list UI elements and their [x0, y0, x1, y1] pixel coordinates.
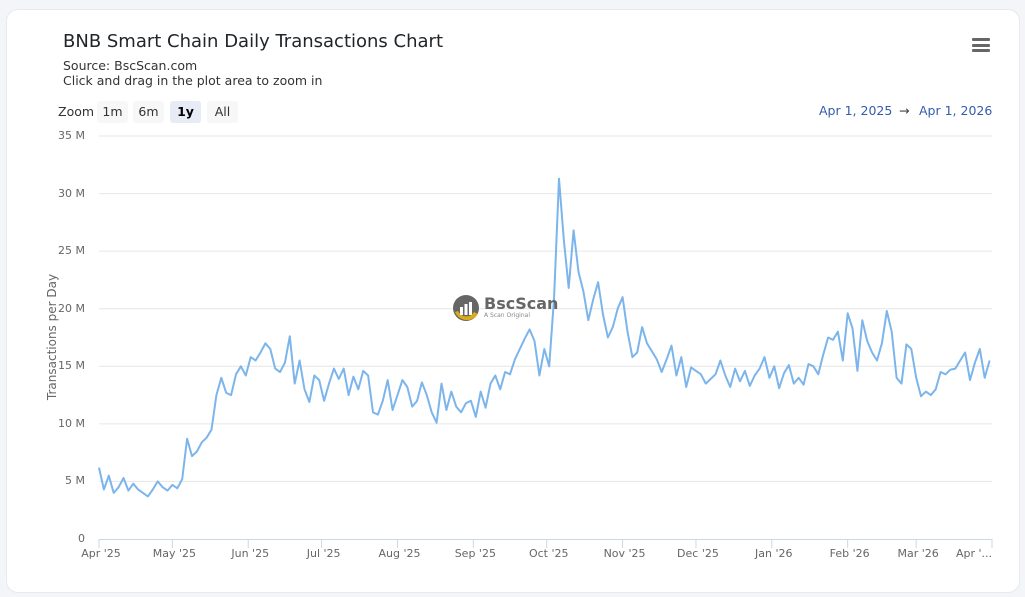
- x-tick-label: Jan '26: [755, 547, 793, 560]
- range-to-input[interactable]: Apr 1, 2026: [919, 103, 993, 118]
- y-tick-label: 20 M: [58, 301, 85, 315]
- x-axis-line: [98, 539, 993, 548]
- bscscan-logo-icon: [453, 295, 479, 321]
- zoom-all-button[interactable]: All: [207, 101, 238, 123]
- y-tick-label: 0: [78, 532, 85, 545]
- x-tick-label: Mar '26: [897, 547, 939, 560]
- bscscan-watermark: BscScan A Scan Original: [452, 294, 558, 322]
- x-tick-label: May '25: [152, 547, 197, 560]
- y-tick-label: 30 M: [58, 186, 85, 200]
- x-tick-label: Aug '25: [378, 547, 421, 560]
- zoom-1y-button[interactable]: 1y: [170, 101, 201, 123]
- watermark-name: BscScan: [484, 294, 559, 313]
- x-tick-label: Oct '25: [528, 547, 569, 560]
- y-tick-label: 10 M: [58, 416, 85, 430]
- watermark-tagline: A Scan Original: [484, 312, 530, 319]
- x-tick-label: Jun '25: [231, 547, 270, 560]
- x-tick-label: Apr '...: [955, 547, 993, 560]
- x-tick-label: Jul '25: [306, 547, 341, 560]
- x-tick-label: Sep '25: [454, 547, 496, 560]
- y-tick-label: 15 M: [58, 359, 85, 373]
- range-from-input[interactable]: Apr 1, 2025: [819, 103, 893, 118]
- chart-hint: Click and drag in the plot area to zoom …: [63, 73, 323, 88]
- chart-source: Source: BscScan.com: [63, 58, 198, 73]
- x-tick-label: Dec '25: [677, 547, 719, 560]
- zoom-1m-button[interactable]: 1m: [97, 101, 128, 123]
- x-tick-label: Apr '25: [81, 547, 121, 560]
- range-arrow-icon: →: [899, 103, 910, 118]
- y-tick-label: 35 M: [58, 129, 85, 142]
- x-tick-label: Feb '26: [829, 547, 870, 560]
- zoom-label: Zoom: [58, 104, 95, 119]
- y-tick-label: 5 M: [65, 474, 85, 488]
- x-tick-label: Nov '25: [603, 547, 646, 560]
- y-tick-label: 25 M: [58, 244, 85, 258]
- series-line[interactable]: [98, 177, 991, 498]
- zoom-6m-button[interactable]: 6m: [133, 101, 164, 123]
- chart-title: BNB Smart Chain Daily Transactions Chart: [63, 31, 443, 52]
- hamburger-menu-icon[interactable]: [972, 38, 990, 54]
